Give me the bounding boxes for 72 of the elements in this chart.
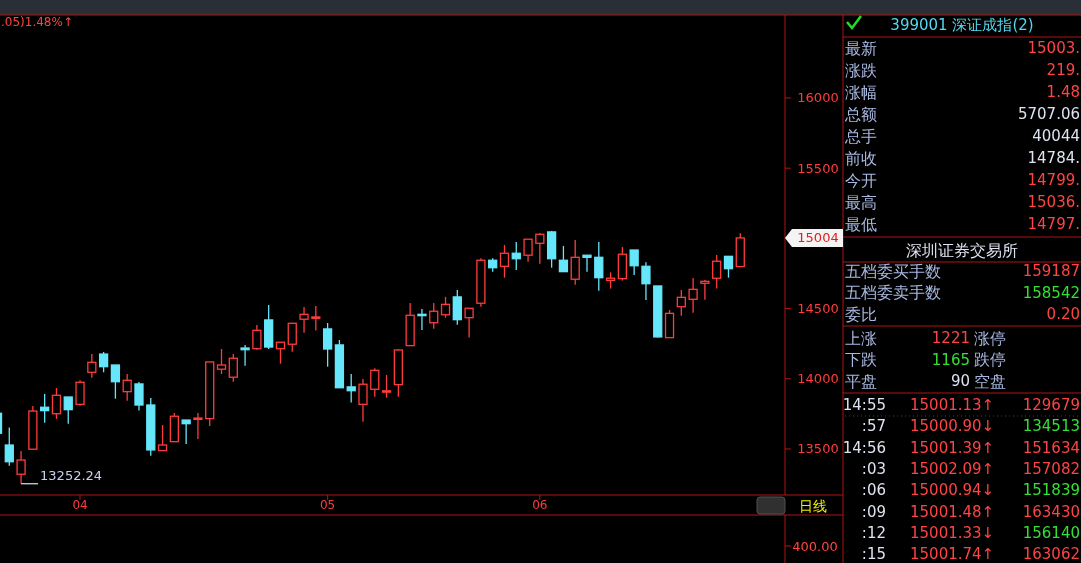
text: 151839 — [1022, 481, 1080, 500]
text: :06 — [861, 481, 886, 500]
text: 日线 — [799, 498, 827, 514]
text: 129679 — [1022, 396, 1080, 414]
text: 400.00 — [792, 538, 838, 554]
text: 15001.13↑ — [910, 396, 995, 414]
text: 空盘 — [974, 371, 1006, 391]
text: 15001.39↑ — [910, 438, 995, 457]
text: 前收 — [845, 148, 877, 168]
x-tick-label: 06 — [532, 498, 548, 512]
text: 0.20 — [1046, 305, 1080, 323]
text: 15003. — [1027, 39, 1080, 57]
text: 14784. — [1027, 149, 1080, 167]
text: 15004 — [797, 230, 839, 246]
text: 下跌 — [845, 350, 877, 369]
text: 15036. — [1027, 193, 1080, 211]
text: :57 — [861, 417, 886, 436]
text: 15002.09↑ — [910, 459, 995, 478]
text: 156140 — [1022, 523, 1080, 542]
text: 14797. — [1027, 215, 1080, 233]
text: 总手 — [844, 126, 877, 146]
text: 90 — [950, 372, 970, 390]
text: 最低 — [845, 214, 877, 234]
text: 最高 — [845, 192, 877, 212]
text: 五档委卖手数 — [845, 283, 941, 302]
text: 最新 — [845, 38, 877, 58]
text: 15001.33↓ — [910, 523, 995, 542]
annotation: .05)1.48%↑ — [1, 15, 73, 29]
text: 涨跌 — [845, 60, 877, 80]
text: 134513 — [1022, 417, 1080, 436]
text: 上涨 — [845, 328, 877, 348]
text: 15000.94↓ — [910, 481, 995, 500]
text: 今开 — [845, 170, 877, 190]
text: 14:55 — [842, 396, 886, 414]
text: 1.48 — [1046, 83, 1080, 101]
text: 跌停 — [974, 350, 1006, 369]
text: 151634 — [1022, 438, 1080, 457]
text: :03 — [861, 459, 886, 478]
text: 1221 — [931, 329, 970, 347]
annotation: 13252.24 — [40, 468, 103, 484]
text: 159187 — [1022, 262, 1080, 280]
text: :12 — [861, 523, 886, 542]
text: 1165 — [931, 350, 970, 369]
text: 158542 — [1022, 283, 1080, 302]
text: 15000.90↓ — [910, 417, 995, 436]
y-tick-label: 14500 — [797, 301, 839, 317]
text: 总额 — [844, 104, 877, 124]
text: 40044 — [1032, 127, 1080, 145]
text: 平盘 — [845, 371, 877, 391]
y-tick-label: 13500 — [797, 441, 839, 457]
text: 15001.74↑ — [910, 545, 995, 563]
x-tick-label: 05 — [319, 498, 336, 512]
text: 163062 — [1022, 545, 1080, 563]
text: 14799. — [1027, 171, 1080, 189]
text: :15 — [861, 545, 886, 563]
text: 14:56 — [842, 438, 886, 457]
text: 219. — [1046, 61, 1080, 79]
y-tick-label: 16000 — [797, 90, 839, 106]
text: 委比 — [845, 304, 877, 324]
text: 深圳证券交易所 — [906, 240, 1018, 260]
text: 涨幅 — [845, 82, 877, 102]
text: 5707.06 — [1017, 105, 1080, 123]
text: :09 — [861, 502, 886, 521]
x-tick-label: 04 — [72, 498, 88, 512]
text: 399001 深证成指(2) — [890, 16, 1034, 34]
y-tick-label: 15500 — [797, 160, 839, 176]
text: 涨停 — [974, 328, 1006, 348]
text: 五档委买手数 — [845, 261, 941, 281]
text: 15001.48↑ — [910, 502, 995, 521]
text: 157082 — [1022, 459, 1080, 478]
text: 163430 — [1022, 502, 1080, 521]
y-tick-label: 14000 — [797, 371, 839, 387]
